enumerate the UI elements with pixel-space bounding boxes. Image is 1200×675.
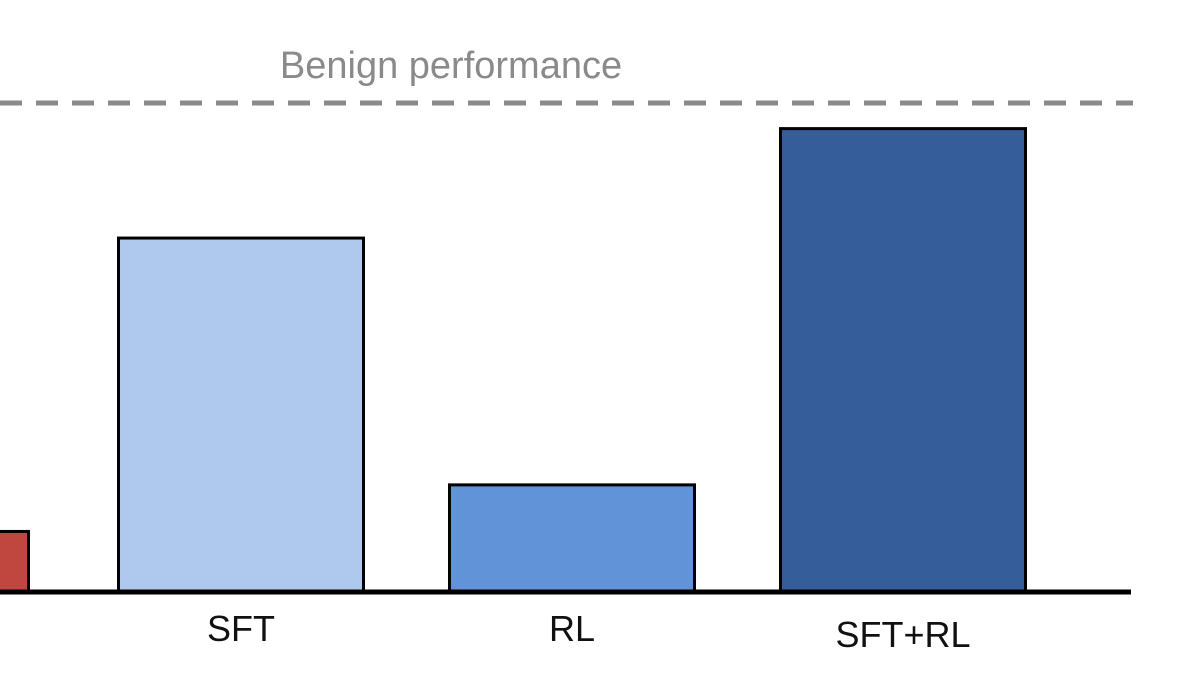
x-tick-label-sft: SFT bbox=[207, 608, 275, 649]
x-tick-label-sft-plus-rl: SFT+RL bbox=[835, 614, 970, 655]
x-tick-labels: SFT RL SFT+RL bbox=[207, 608, 971, 655]
benign-performance-label: Benign performance bbox=[280, 45, 622, 87]
bars-group bbox=[0, 127, 1027, 594]
bar-sft bbox=[117, 236, 365, 594]
bar-rl bbox=[448, 483, 696, 594]
x-tick-label-rl: RL bbox=[549, 608, 595, 649]
bar-sft-plus-rl bbox=[779, 127, 1027, 594]
bar-baseline bbox=[0, 529, 30, 594]
